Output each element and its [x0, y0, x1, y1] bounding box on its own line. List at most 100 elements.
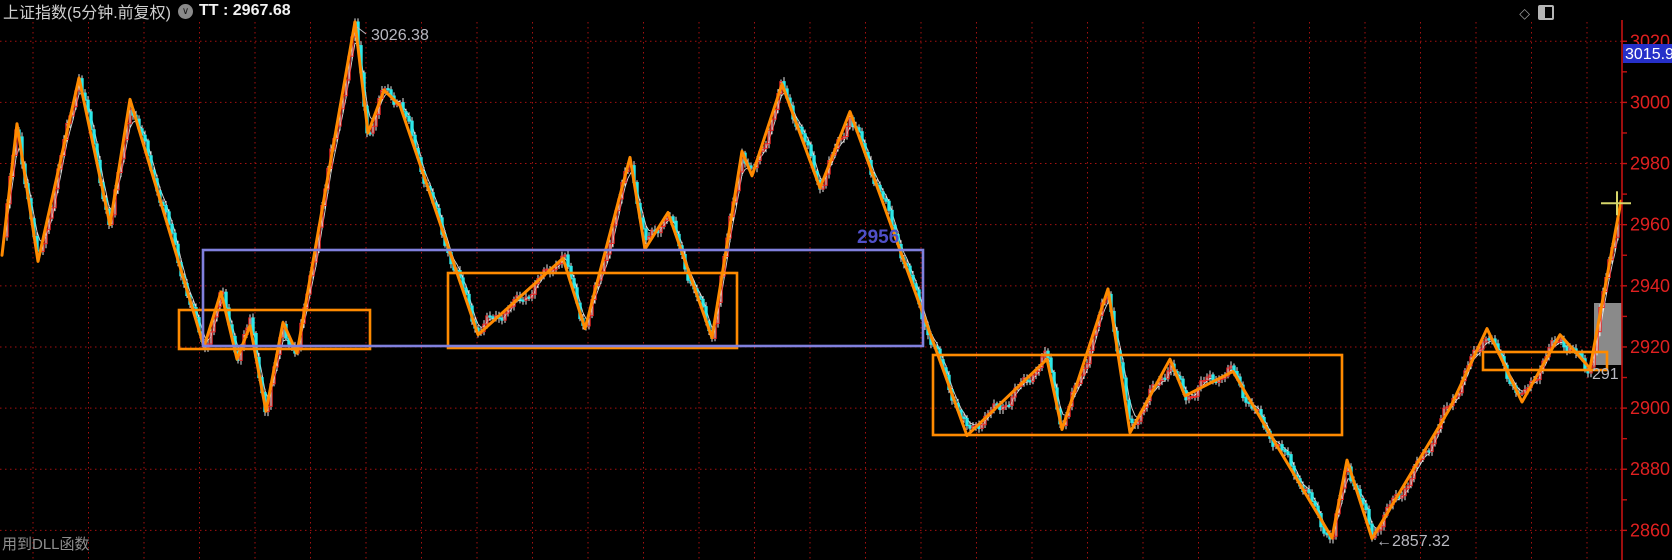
candle-body [488, 315, 492, 318]
zigzag-line [0, 20, 1623, 541]
candle-body [524, 296, 528, 301]
candle-body [800, 126, 804, 135]
candle-body [659, 226, 663, 234]
candle-body [86, 99, 90, 113]
y-axis-label: 2860 [1630, 520, 1670, 540]
drawn-box-orange[interactable] [1481, 350, 1609, 372]
candle-body [1286, 451, 1290, 456]
price-tag [1623, 44, 1672, 63]
candle-body [1082, 367, 1086, 376]
candle-body [1565, 346, 1569, 352]
candle-body [1283, 449, 1287, 453]
candle-body [170, 223, 174, 234]
candle-body [884, 198, 888, 202]
candle-body [485, 315, 489, 325]
candle-body [164, 205, 168, 213]
candle-body [1484, 338, 1488, 343]
candle-body [1313, 500, 1317, 507]
candle-body [1367, 508, 1371, 525]
candle-body [209, 331, 213, 345]
chart-title: 上证指数(5分钟.前复权) [3, 5, 172, 22]
candle-body [521, 299, 525, 302]
candle-body [1163, 377, 1167, 380]
candle-body [1445, 406, 1449, 409]
candle-body [1229, 365, 1233, 369]
price-tag-value: 3015.9 [1625, 46, 1672, 63]
candle-body [887, 200, 891, 211]
y-axis-label: 2880 [1630, 459, 1670, 479]
candle-body [767, 129, 771, 145]
candle-body [980, 424, 984, 429]
ma-line [3, 42, 1619, 536]
candle-body [806, 140, 810, 146]
candle-body [1307, 489, 1311, 494]
candle-body [1001, 406, 1005, 411]
candle-body [371, 125, 375, 134]
candle-body [1205, 376, 1209, 381]
candle-body [1409, 478, 1413, 487]
candle-body [500, 317, 504, 321]
y-axis-label: 2960 [1630, 215, 1670, 235]
candle-body [1193, 395, 1197, 399]
candle-body [404, 111, 408, 117]
candle-body [407, 115, 411, 122]
candle-body [1289, 454, 1293, 467]
candle-body [701, 298, 705, 308]
candle-body [1559, 338, 1563, 342]
candle-body [1244, 397, 1248, 403]
candle-body [1430, 443, 1434, 453]
candle-body [845, 125, 849, 138]
candle-body [386, 88, 390, 91]
candle-body [842, 136, 846, 139]
label-pointer [356, 26, 367, 35]
candle-body [1208, 374, 1212, 378]
candle-body [1400, 495, 1404, 499]
candle-body [1403, 488, 1407, 497]
indicator-value: TT : 2967.68 [199, 2, 291, 19]
drawn-box-orange[interactable] [446, 271, 739, 350]
restore-window-icon[interactable] [1538, 5, 1554, 20]
y-axis-label: 2900 [1630, 398, 1670, 418]
pivot-label: 291 [1592, 366, 1619, 383]
candle-body [1523, 389, 1527, 394]
candle-body [527, 296, 531, 299]
candle-body [1031, 374, 1035, 383]
candle-body [50, 207, 54, 219]
candle-body [1007, 404, 1011, 408]
candle-body [809, 144, 813, 157]
candle-body [530, 293, 534, 299]
candle-body [1481, 341, 1485, 350]
window-controls: ◇ [1519, 5, 1554, 20]
candle-body [167, 211, 171, 225]
candle-body [1427, 450, 1431, 453]
swing-high-label: 3026.38 [371, 27, 429, 44]
diamond-icon[interactable]: ◇ [1519, 4, 1530, 21]
drawn-box-orange[interactable] [177, 308, 372, 351]
candle-body [1310, 492, 1314, 502]
drawn-box-blue[interactable] [201, 248, 925, 348]
candle-body [605, 253, 609, 261]
candle-body [1187, 396, 1191, 401]
swing-low-label: ←2857.32 [1376, 533, 1450, 550]
chevron-down-icon[interactable]: ∨ [178, 3, 194, 19]
candle-body [1520, 392, 1524, 395]
drawn-box-orange[interactable] [931, 353, 1344, 437]
candle-body [644, 228, 648, 241]
candle-body [1085, 363, 1089, 369]
candle-body [1010, 396, 1014, 406]
y-axis-label: 3000 [1630, 92, 1670, 112]
candle-body [1364, 503, 1368, 510]
range-label: 2956 [857, 227, 899, 248]
candle-body [1487, 338, 1491, 341]
candle-body [962, 416, 966, 419]
candle-body [1004, 404, 1008, 408]
candle-body [1361, 498, 1365, 505]
y-axis-label: 2980 [1630, 154, 1670, 174]
candle-body [143, 134, 147, 142]
candle-body [665, 216, 669, 222]
candle-body [1166, 370, 1170, 380]
candle-body [803, 133, 807, 142]
candle-body [1280, 444, 1284, 451]
